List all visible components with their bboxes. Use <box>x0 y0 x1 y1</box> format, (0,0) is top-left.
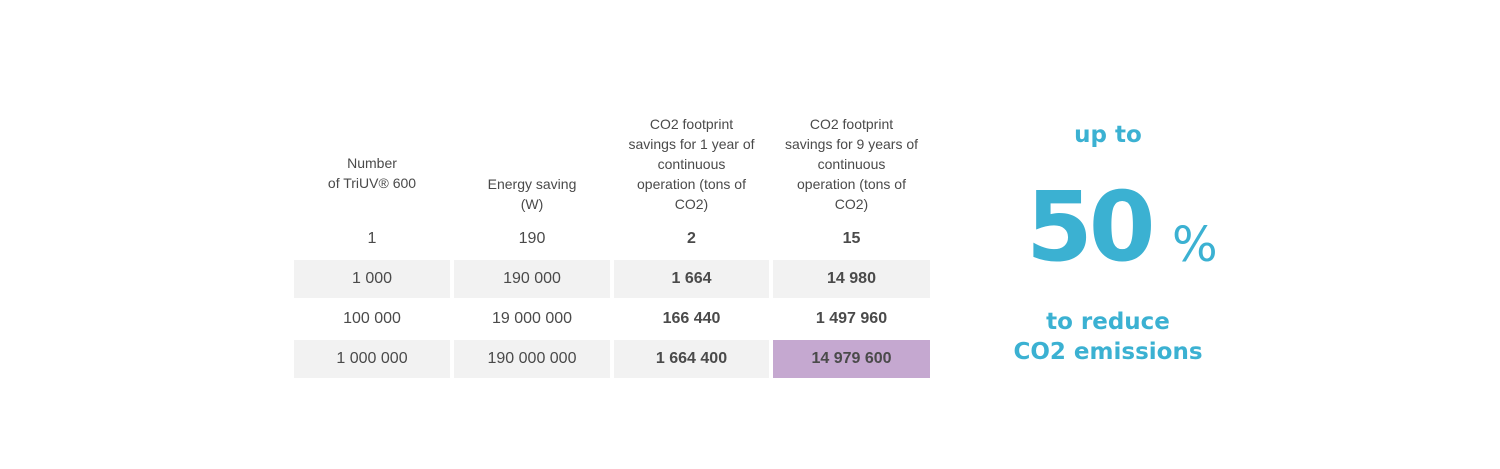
cell-co2-9-years: 14 980 <box>773 260 930 298</box>
header-co2-9-years: CO2 footprint savings for 9 years of con… <box>784 116 919 212</box>
header-energy-saving: Energy saving (W) <box>487 176 577 212</box>
cell-energy: 19 000 000 <box>491 310 573 327</box>
cell-units: 1 000 000 <box>294 340 450 378</box>
table-row: 1 000 000 190 000 000 1 664 400 14 979 6… <box>294 340 930 378</box>
table-row: 100 000 19 000 000 166 440 1 497 960 <box>294 300 930 338</box>
cell-co2-1-year: 2 <box>687 230 696 247</box>
cell-energy: 190 000 000 <box>454 340 610 378</box>
cell-co2-1-year: 1 664 400 <box>614 340 769 378</box>
emission-reduction-callout: up to 50 % to reduce CO2 emissions <box>990 0 1230 469</box>
callout-percentage-value: 50 <box>1026 171 1156 283</box>
callout-co2-emissions: CO2 emissions <box>1013 339 1203 365</box>
cell-co2-9-years-highlighted: 14 979 600 <box>773 340 930 378</box>
table-body: 1 190 2 15 1 000 190 000 1 664 14 980 10… <box>294 220 930 378</box>
co2-savings-table: Number of TriUV® 600 Energy saving (W) C… <box>294 110 930 380</box>
callout-percent-sign: % <box>1172 217 1218 273</box>
callout-up-to: up to <box>1074 122 1142 148</box>
cell-co2-1-year: 1 664 <box>614 260 769 298</box>
table-row: 1 000 190 000 1 664 14 980 <box>294 260 930 298</box>
header-number-of-units: Number of TriUV® 600 <box>327 155 417 191</box>
cell-units: 1 000 <box>294 260 450 298</box>
cell-energy: 190 <box>518 230 546 247</box>
cell-co2-1-year: 166 440 <box>662 310 721 327</box>
callout-to-reduce: to reduce <box>1046 309 1170 335</box>
cell-co2-9-years: 15 <box>842 230 861 247</box>
cell-energy: 190 000 <box>454 260 610 298</box>
cell-co2-9-years: 1 497 960 <box>815 310 888 327</box>
header-co2-1-year: CO2 footprint savings for 1 year of cont… <box>628 116 755 212</box>
table-row: 1 190 2 15 <box>294 220 930 258</box>
table-header-row: Number of TriUV® 600 Energy saving (W) C… <box>294 110 930 214</box>
cell-units: 1 <box>367 230 377 247</box>
cell-units: 100 000 <box>343 310 401 327</box>
